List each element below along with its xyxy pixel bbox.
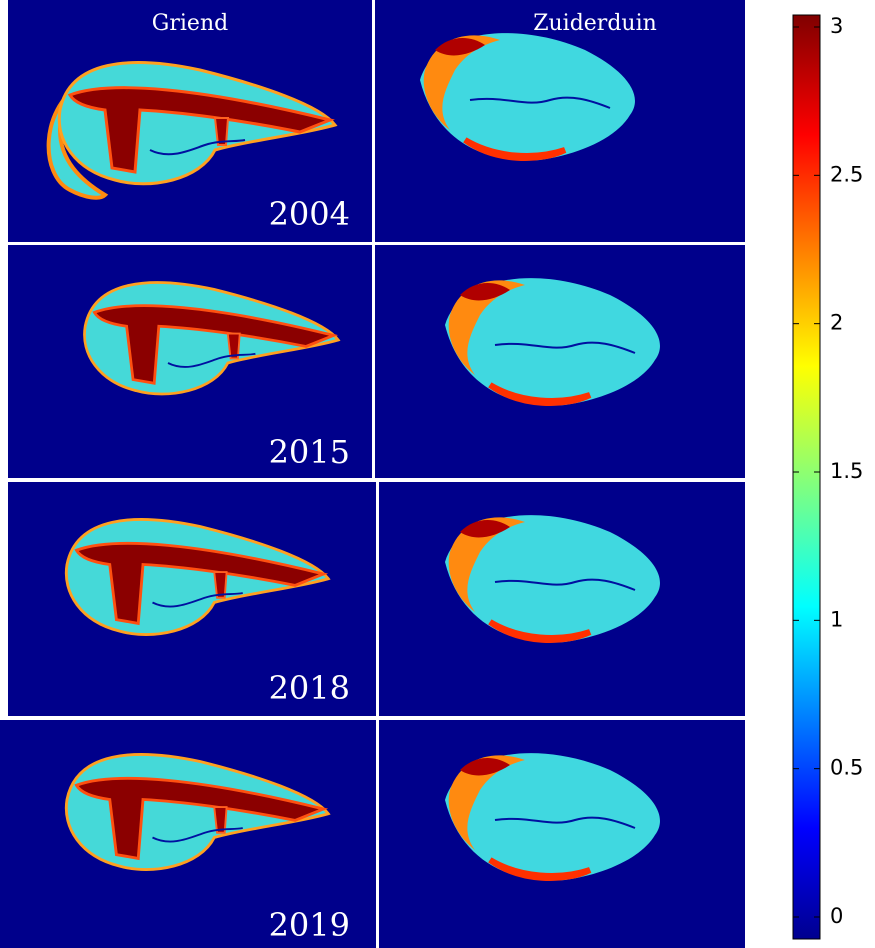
colorbar-tick-label: 1	[830, 607, 843, 631]
colorbar-tick-label: 2	[830, 311, 843, 335]
year-label: 2004	[269, 195, 350, 233]
colorbar-tick-label: 3	[830, 14, 843, 38]
colorbar-tick-label: 0	[830, 904, 843, 928]
colorbar: 0 0.5 1 1.5 2 2.5 3	[792, 14, 863, 940]
colorbar-gradient	[792, 14, 821, 940]
year-label: 2015	[269, 433, 350, 471]
colorbar-tick-label: 1.5	[830, 459, 863, 483]
year-label: 2019	[269, 906, 350, 944]
column-title: Zuiderduin	[533, 11, 657, 36]
colorbar-tick-label: 2.5	[830, 162, 863, 186]
column-title: Griend	[152, 11, 228, 36]
panel-grid: Griend Zuiderduin 2004 2015 2018 2019	[0, 0, 745, 948]
colorbar-tick-label: 0.5	[830, 756, 863, 780]
year-label: 2018	[269, 669, 350, 707]
